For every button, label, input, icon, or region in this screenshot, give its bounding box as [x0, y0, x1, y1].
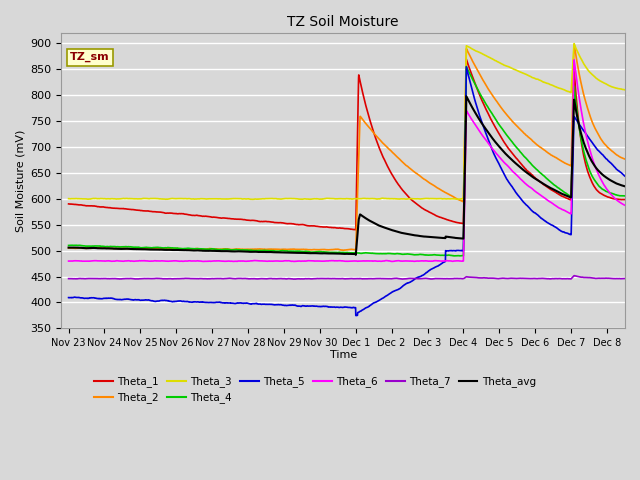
Theta_1	[65, 201, 72, 207]
Theta_5	[352, 312, 360, 318]
Theta_7	[65, 276, 72, 281]
Line: Theta_6: Theta_6	[68, 60, 625, 262]
Line: Theta_3: Theta_3	[68, 44, 625, 199]
Theta_6	[621, 203, 629, 208]
Theta_3	[303, 196, 310, 202]
Line: Theta_2: Theta_2	[68, 45, 625, 250]
Theta_5	[161, 298, 169, 303]
Theta_3	[249, 196, 257, 202]
Theta_4	[65, 242, 72, 248]
Y-axis label: Soil Moisture (mV): Soil Moisture (mV)	[15, 130, 25, 232]
Theta_2	[161, 246, 169, 252]
Theta_3	[570, 41, 578, 47]
Theta_2	[128, 245, 136, 251]
Theta_3	[278, 196, 286, 202]
Theta_5	[550, 224, 558, 229]
Theta_avg	[302, 250, 310, 256]
Theta_7	[621, 276, 629, 281]
Theta_7	[290, 276, 298, 282]
Line: Theta_4: Theta_4	[68, 67, 625, 256]
Theta_1	[351, 227, 359, 233]
Theta_1	[621, 197, 629, 203]
Theta_7	[303, 276, 310, 282]
Line: Theta_1: Theta_1	[68, 59, 625, 230]
Theta_4	[621, 193, 629, 199]
Theta_5	[611, 164, 618, 170]
Theta_3	[128, 196, 136, 202]
Theta_3	[161, 196, 169, 202]
Theta_avg	[550, 187, 558, 193]
Theta_avg	[161, 247, 169, 252]
Theta_4	[278, 248, 286, 253]
Theta_avg	[65, 245, 72, 251]
Theta_7	[550, 276, 558, 282]
Theta_avg	[621, 183, 629, 189]
Theta_5	[621, 173, 629, 179]
Theta_3	[611, 84, 618, 90]
Theta_avg	[463, 94, 470, 99]
Title: TZ Soil Moisture: TZ Soil Moisture	[287, 15, 399, 29]
Theta_2	[302, 247, 310, 252]
Theta_avg	[611, 180, 618, 185]
Line: Theta_5: Theta_5	[68, 67, 625, 315]
Theta_3	[550, 84, 558, 89]
Theta_avg	[128, 246, 136, 252]
Theta_6	[128, 258, 136, 264]
Legend: Theta_1, Theta_2, Theta_3, Theta_4, Theta_5, Theta_6, Theta_7, Theta_avg: Theta_1, Theta_2, Theta_3, Theta_4, Thet…	[90, 372, 540, 408]
Theta_5	[463, 64, 470, 70]
Theta_1	[128, 207, 136, 213]
Theta_4	[611, 192, 618, 197]
Theta_6	[570, 57, 578, 63]
Theta_4	[161, 245, 169, 251]
Theta_2	[65, 245, 72, 251]
Theta_1	[463, 56, 470, 62]
Theta_1	[161, 210, 169, 216]
Theta_2	[611, 150, 618, 156]
X-axis label: Time: Time	[330, 349, 357, 360]
Theta_4	[302, 249, 310, 254]
Theta_5	[278, 302, 286, 308]
Theta_7	[161, 276, 169, 282]
Theta_5	[128, 297, 136, 303]
Theta_3	[65, 196, 72, 202]
Text: TZ_sm: TZ_sm	[70, 52, 109, 62]
Theta_2	[550, 154, 558, 159]
Theta_2	[570, 42, 578, 48]
Theta_6	[550, 202, 558, 208]
Theta_6	[611, 195, 618, 201]
Theta_1	[302, 223, 310, 228]
Theta_3	[621, 87, 629, 93]
Theta_avg	[278, 250, 286, 255]
Theta_6	[65, 258, 72, 264]
Theta_2	[621, 156, 629, 162]
Theta_1	[550, 189, 558, 194]
Line: Theta_avg: Theta_avg	[68, 96, 625, 255]
Theta_2	[340, 247, 348, 253]
Theta_7	[611, 276, 618, 281]
Theta_5	[302, 303, 310, 309]
Theta_4	[451, 253, 458, 259]
Theta_4	[463, 64, 470, 70]
Line: Theta_7: Theta_7	[68, 276, 625, 279]
Theta_4	[128, 244, 136, 250]
Theta_7	[570, 273, 578, 278]
Theta_5	[65, 295, 72, 300]
Theta_6	[278, 258, 286, 264]
Theta_1	[611, 196, 618, 202]
Theta_4	[550, 182, 558, 188]
Theta_6	[290, 259, 298, 264]
Theta_6	[161, 258, 169, 264]
Theta_1	[278, 220, 286, 226]
Theta_6	[303, 258, 310, 264]
Theta_2	[278, 246, 286, 252]
Theta_7	[128, 276, 136, 281]
Theta_7	[278, 276, 286, 282]
Theta_avg	[352, 252, 360, 258]
